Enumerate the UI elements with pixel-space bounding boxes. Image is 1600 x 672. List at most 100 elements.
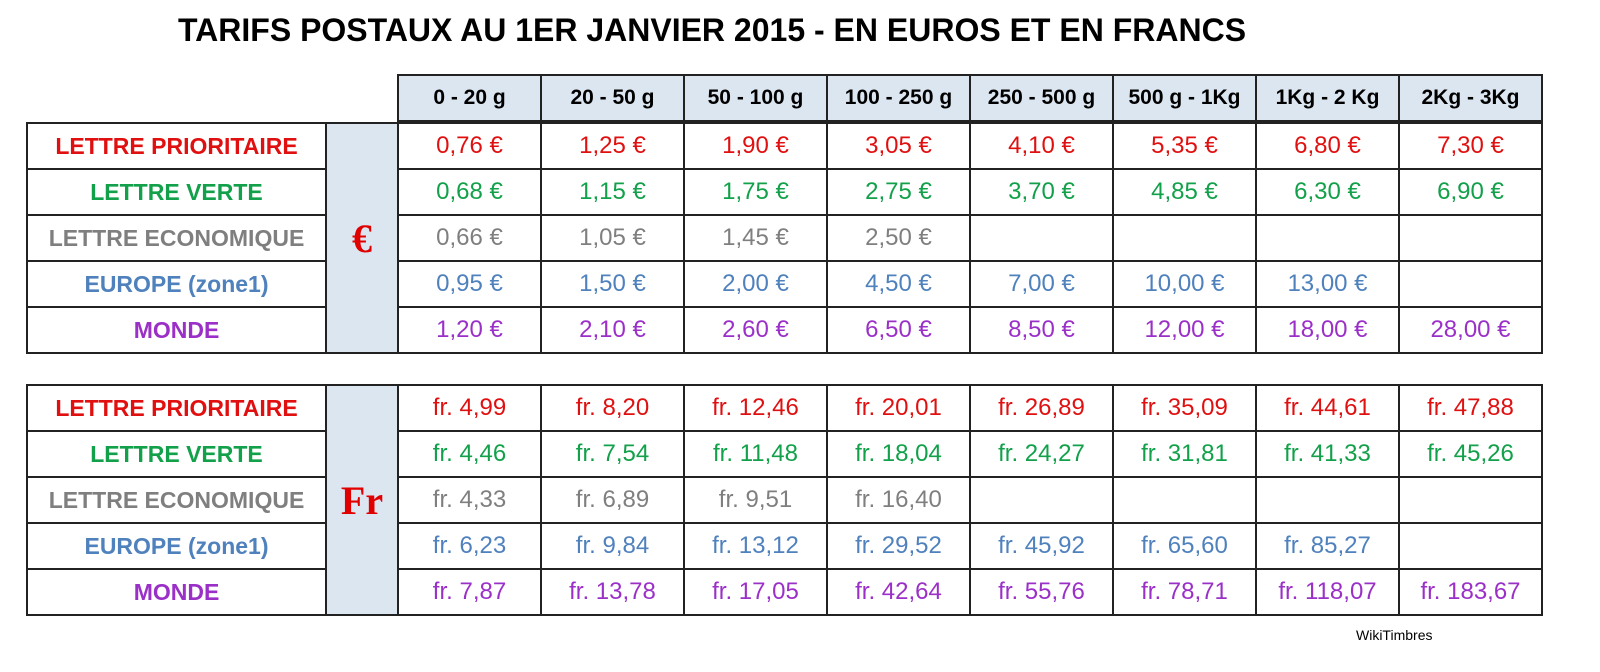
rate-cell [1112, 214, 1257, 262]
franc-rates-table: LETTRE PRIORITAIRE Fr fr. 4,99 fr. 8,20 … [26, 384, 1543, 616]
rate-cell: 3,70 € [969, 168, 1114, 216]
rate-cell: fr. 13,78 [540, 568, 685, 616]
rate-cell: fr. 24,27 [969, 430, 1114, 478]
rate-cell: fr. 12,46 [683, 384, 828, 432]
rate-cell: 10,00 € [1112, 260, 1257, 308]
rate-cell: fr. 55,76 [969, 568, 1114, 616]
rate-cell: 1,15 € [540, 168, 685, 216]
rate-cell: 1,50 € [540, 260, 685, 308]
column-header: 20 - 50 g [540, 74, 685, 122]
rate-cell: fr. 45,92 [969, 522, 1114, 570]
row-label: LETTRE ECONOMIQUE [26, 214, 327, 262]
rate-cell: 18,00 € [1255, 306, 1400, 354]
rate-cell: fr. 85,27 [1255, 522, 1400, 570]
rate-cell [1398, 260, 1543, 308]
row-label: MONDE [26, 568, 327, 616]
rate-cell [1112, 476, 1257, 524]
rate-cell: fr. 8,20 [540, 384, 685, 432]
rate-cell: fr. 65,60 [1112, 522, 1257, 570]
rate-cell: 1,45 € [683, 214, 828, 262]
rate-cell: 0,76 € [397, 122, 542, 170]
rate-cell: 0,95 € [397, 260, 542, 308]
rate-cell: fr. 44,61 [1255, 384, 1400, 432]
rate-cell: 2,50 € [826, 214, 971, 262]
rate-cell: 1,05 € [540, 214, 685, 262]
rate-cell: fr. 6,23 [397, 522, 542, 570]
rate-cell: 7,00 € [969, 260, 1114, 308]
rate-cell: 8,50 € [969, 306, 1114, 354]
row-label: EUROPE (zone1) [26, 522, 327, 570]
rate-cell: fr. 17,05 [683, 568, 828, 616]
rate-cell [1255, 214, 1400, 262]
credit-text: WikiTimbres [1356, 627, 1433, 643]
table-row: LETTRE PRIORITAIRE Fr fr. 4,99 fr. 8,20 … [26, 384, 1543, 616]
rate-cell: fr. 183,67 [1398, 568, 1543, 616]
rate-cell [1255, 476, 1400, 524]
rate-cell: 4,85 € [1112, 168, 1257, 216]
rate-cell: 0,66 € [397, 214, 542, 262]
rate-cell: fr. 29,52 [826, 522, 971, 570]
rate-cell: fr. 6,89 [540, 476, 685, 524]
rate-cell [1398, 522, 1543, 570]
table-row: EUROPE (zone1) fr. 6,23 fr. 9,84 fr. 13,… [26, 522, 1543, 570]
rate-cell: fr. 47,88 [1398, 384, 1543, 432]
euro-currency-symbol: € [325, 122, 399, 354]
rate-cell: 1,20 € [397, 306, 542, 354]
column-header: 100 - 250 g [826, 74, 971, 122]
rate-cell: fr. 35,09 [1112, 384, 1257, 432]
rate-cell: 1,25 € [540, 122, 685, 170]
weight-header-row: 0 - 20 g 20 - 50 g 50 - 100 g 100 - 250 … [397, 74, 1543, 122]
rate-cell [969, 476, 1114, 524]
rate-cell: 4,10 € [969, 122, 1114, 170]
rate-cell: fr. 4,33 [397, 476, 542, 524]
rate-cell: 6,50 € [826, 306, 971, 354]
rate-cell: 2,10 € [540, 306, 685, 354]
column-header: 0 - 20 g [397, 74, 542, 122]
row-label: LETTRE PRIORITAIRE [26, 384, 327, 432]
euro-rates-table: LETTRE PRIORITAIRE € 0,76 € 1,25 € 1,90 … [26, 122, 1543, 354]
column-header: 250 - 500 g [969, 74, 1114, 122]
rate-cell: fr. 18,04 [826, 430, 971, 478]
rate-cell: 7,30 € [1398, 122, 1543, 170]
rate-cell: fr. 9,51 [683, 476, 828, 524]
rate-cell: fr. 118,07 [1255, 568, 1400, 616]
rate-cell: fr. 7,87 [397, 568, 542, 616]
table-row: LETTRE VERTE 0,68 € 1,15 € 1,75 € 2,75 €… [26, 168, 1543, 216]
rate-cell: fr. 11,48 [683, 430, 828, 478]
row-label: LETTRE VERTE [26, 430, 327, 478]
rate-cell: 6,90 € [1398, 168, 1543, 216]
column-header: 1Kg - 2 Kg [1255, 74, 1400, 122]
rate-cell: 4,50 € [826, 260, 971, 308]
row-label: MONDE [26, 306, 327, 354]
rate-cell: fr. 16,40 [826, 476, 971, 524]
table-row: LETTRE ECONOMIQUE 0,66 € 1,05 € 1,45 € 2… [26, 214, 1543, 262]
rate-cell [969, 214, 1114, 262]
rate-cell: 6,30 € [1255, 168, 1400, 216]
rate-cell: 2,75 € [826, 168, 971, 216]
column-header: 50 - 100 g [683, 74, 828, 122]
rate-cell: fr. 4,99 [397, 384, 542, 432]
rate-cell [1398, 476, 1543, 524]
rate-cell: 1,75 € [683, 168, 828, 216]
row-label: EUROPE (zone1) [26, 260, 327, 308]
rate-cell: 13,00 € [1255, 260, 1400, 308]
rate-cell: 1,90 € [683, 122, 828, 170]
rate-cell: 12,00 € [1112, 306, 1257, 354]
row-label: LETTRE ECONOMIQUE [26, 476, 327, 524]
table-row: LETTRE ECONOMIQUE fr. 4,33 fr. 6,89 fr. … [26, 476, 1543, 524]
column-header: 500 g - 1Kg [1112, 74, 1257, 122]
rate-cell: fr. 42,64 [826, 568, 971, 616]
rate-cell: 6,80 € [1255, 122, 1400, 170]
rate-cell: 2,00 € [683, 260, 828, 308]
rate-cell: fr. 9,84 [540, 522, 685, 570]
rate-cell: fr. 78,71 [1112, 568, 1257, 616]
rate-cell: 2,60 € [683, 306, 828, 354]
rate-cell: 3,05 € [826, 122, 971, 170]
rate-cell: 28,00 € [1398, 306, 1543, 354]
table-row: LETTRE VERTE fr. 4,46 fr. 7,54 fr. 11,48… [26, 430, 1543, 478]
row-label: LETTRE PRIORITAIRE [26, 122, 327, 170]
rate-cell: fr. 41,33 [1255, 430, 1400, 478]
rate-cell: fr. 4,46 [397, 430, 542, 478]
rate-cell: fr. 20,01 [826, 384, 971, 432]
rate-cell: fr. 31,81 [1112, 430, 1257, 478]
